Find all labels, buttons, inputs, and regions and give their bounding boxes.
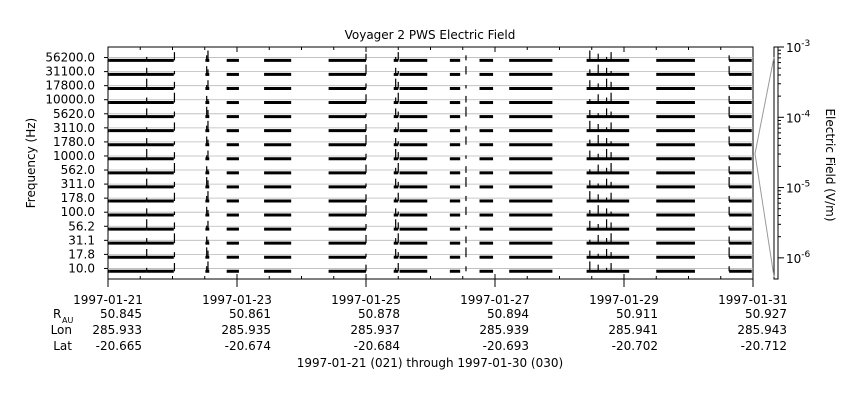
y-tick-label: 562.0 — [61, 163, 95, 177]
x-tick-label: 1997-01-29 — [589, 293, 659, 307]
colorbar-tick-label: 10-4 — [786, 109, 811, 125]
colorbar-tick-label: 10-3 — [786, 39, 810, 55]
y-tick-label: 1780.0 — [53, 135, 95, 149]
ephemeris-lon-value: 285.941 — [608, 323, 658, 337]
colorbar: 10-3 10-4 10-5 10-6 Electric Field (V/m) — [754, 39, 837, 280]
y-tick-label: 311.0 — [61, 177, 95, 191]
y-tick-label: 100.0 — [61, 205, 95, 219]
y-tick-label: 10.0 — [68, 261, 95, 275]
colorbar-box — [773, 46, 779, 280]
x-axis-labels: 1997-01-21 1997-01-23 1997-01-25 1997-01-27… — [73, 293, 788, 307]
ephemeris-lat-value: -20.712 — [741, 339, 787, 353]
colorbar-ticks: 10-3 10-4 10-5 10-6 — [778, 39, 811, 266]
ephemeris-lat-value: -20.674 — [225, 339, 271, 353]
x-tick-label: 1997-01-27 — [460, 293, 530, 307]
y-tick-label: 17800.0 — [45, 79, 95, 93]
y-tick-label: 56.2 — [68, 219, 95, 233]
ephemeris-r-value: 50.845 — [100, 307, 142, 321]
x-tick-label: 1997-01-31 — [718, 293, 788, 307]
ephemeris-r-value: 50.927 — [745, 307, 787, 321]
y-tick-label: 10000.0 — [45, 93, 95, 107]
colorbar-label: Electric Field (V/m) — [823, 108, 837, 221]
ephemeris-lon-value: 285.937 — [350, 323, 400, 337]
ephemeris-lon-value: 285.939 — [479, 323, 529, 337]
ephemeris-lat-value: -20.665 — [96, 339, 142, 353]
ephemeris-lon-value: 285.933 — [92, 323, 142, 337]
x-tick-label: 1997-01-25 — [331, 293, 401, 307]
ephemeris-lon-label: Lon — [51, 323, 72, 337]
ephemeris-table: 50.845 285.933 -20.665 50.861 285.935 -20.674… — [51, 307, 787, 353]
colorbar-connector — [754, 56, 775, 278]
y-tick-label: 3110.0 — [53, 121, 95, 135]
x-tick-label: 1997-01-21 — [73, 293, 143, 307]
ephemeris-lon-value: 285.935 — [221, 323, 271, 337]
y-tick-label: 56200.0 — [45, 51, 95, 65]
ephemeris-lon-value: 285.943 — [737, 323, 787, 337]
x-axis-ticks — [107, 47, 754, 287]
y-tick-label: 17.8 — [68, 247, 95, 261]
y-tick-label: 31100.0 — [45, 65, 95, 79]
chart-title: Voyager 2 PWS Electric Field — [345, 28, 516, 42]
ephemeris-r-sublabel: AU — [62, 316, 73, 325]
ephemeris-r-value: 50.878 — [358, 307, 400, 321]
x-axis-label: 1997-01-21 (021) through 1997-01-30 (030… — [297, 356, 563, 370]
ephemeris-lat-value: -20.684 — [354, 339, 400, 353]
channel-traces — [108, 50, 752, 273]
ephemeris-r-value: 50.861 — [229, 307, 271, 321]
ephemeris-lat-value: -20.702 — [612, 339, 658, 353]
y-axis-label: Frequency (Hz) — [24, 118, 38, 209]
ephemeris-lat-label: Lat — [53, 339, 72, 353]
y-tick-label: 5620.0 — [53, 107, 95, 121]
ephemeris-lat-value: -20.693 — [483, 339, 529, 353]
y-tick-label: 31.1 — [68, 233, 95, 247]
x-tick-label: 1997-01-23 — [202, 293, 272, 307]
y-axis-ticks: 56200.031100.017800.010000.05620.03110.0… — [45, 51, 108, 275]
y-tick-label: 1000.0 — [53, 149, 95, 163]
ephemeris-r-value: 50.894 — [487, 307, 529, 321]
y-tick-label: 178.0 — [61, 191, 95, 205]
grid-lines — [108, 57, 753, 269]
ephemeris-r-value: 50.911 — [616, 307, 658, 321]
colorbar-tick-label: 10-6 — [786, 250, 811, 266]
colorbar-tick-label: 10-5 — [786, 180, 810, 196]
ephemeris-r-label: R — [53, 307, 61, 321]
